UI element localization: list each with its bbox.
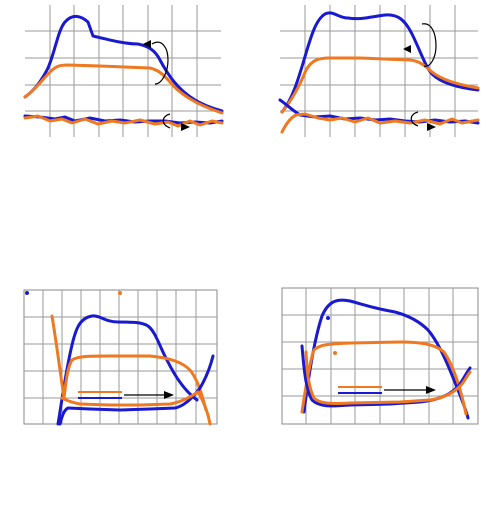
rotation-arrow-upper-top-right: [421, 23, 437, 67]
marker-b-bottom-left: [118, 291, 122, 295]
arrowhead-upper-top-left: [143, 40, 151, 48]
arrowhead-bottom-right: [426, 386, 436, 394]
panel-bottom-left: [23, 289, 218, 426]
arrowhead-upper-top-right: [403, 45, 411, 53]
series-a-upper-top-left: [23, 14, 224, 113]
series-b-upper-bottom-left: [50, 314, 208, 412]
series-a-upper-bottom-left: [56, 314, 199, 426]
arrowhead-lower-top-left: [181, 123, 190, 131]
arrowhead-lower-top-right: [427, 123, 436, 131]
rotation-arrow-lower-top-left: [162, 113, 171, 129]
panel-bottom-right: [281, 287, 479, 425]
series-b-upper-bottom-right: [300, 340, 468, 416]
marker-a-bottom-right: [326, 316, 330, 320]
marker-a-bottom-left: [25, 291, 29, 295]
series-b-upper-top-left: [23, 63, 224, 115]
rotation-arrow-lower-top-right: [410, 111, 419, 127]
series-b-lower-top-left: [23, 114, 224, 128]
arrowhead-bottom-left: [164, 391, 174, 399]
series-b-lower-bottom-left: [60, 390, 212, 426]
series-b-lower-top-right: [280, 112, 480, 134]
panel-top-left: [23, 5, 224, 137]
grid-top-left: [25, 5, 221, 137]
series-b-lower-bottom-right: [304, 350, 472, 405]
panel-top-right: [278, 5, 480, 137]
series-b-upper-top-right: [280, 56, 480, 114]
series-a-lower-bottom-left: [58, 354, 215, 426]
series-a-lower-bottom-right: [300, 344, 472, 408]
marker-b-bottom-right: [333, 351, 337, 355]
rotation-arrow-upper-top-left: [151, 41, 169, 85]
frame-bottom-left: [23, 289, 218, 425]
